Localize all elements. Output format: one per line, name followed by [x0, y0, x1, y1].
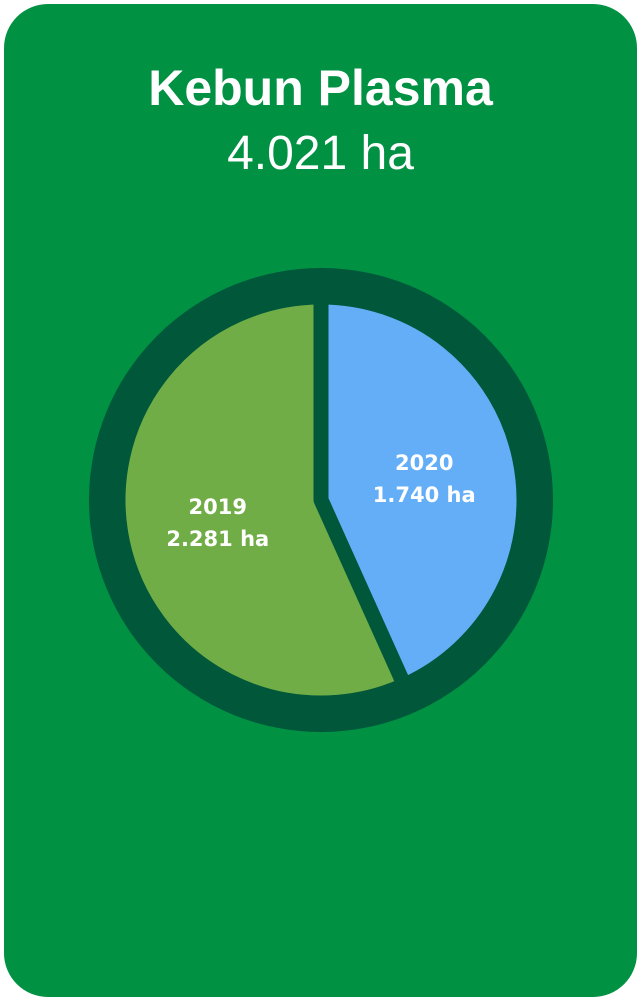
- slice-label-2019: 2019: [189, 495, 247, 519]
- pie-slice-2019: [110, 289, 412, 711]
- slice-label-2020: 2020: [395, 451, 453, 475]
- total-area: 4.021 ha: [227, 127, 414, 180]
- pie-slice-2020: [313, 289, 532, 693]
- chart-title: Kebun Plasma: [148, 60, 493, 116]
- slice-value-2019: 2.281 ha: [166, 527, 269, 551]
- slice-value-2020: 1.740 ha: [373, 483, 476, 507]
